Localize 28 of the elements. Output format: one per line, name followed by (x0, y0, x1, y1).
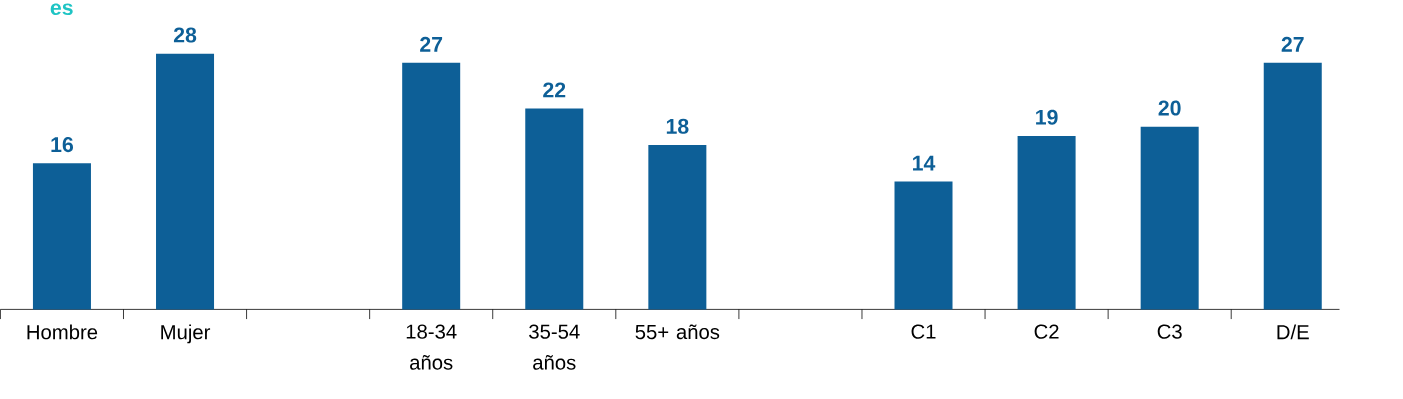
x-tick-label: C2 (1034, 324, 1059, 339)
data-label: 20 (1158, 100, 1181, 116)
data-label: 27 (420, 36, 443, 52)
bar (1263, 62, 1322, 310)
bar (648, 144, 707, 310)
bar (894, 181, 953, 310)
x-tick-label: 18-34 años (406, 324, 457, 370)
data-label: 19 (1036, 109, 1058, 125)
bar (1017, 135, 1076, 310)
chart-title: es (50, 3, 73, 15)
x-tick-label: C1 (911, 324, 936, 339)
bar (32, 163, 91, 310)
data-label: 18 (666, 118, 689, 134)
data-label: 22 (543, 82, 566, 98)
data-label: 28 (173, 27, 197, 43)
bar (156, 53, 215, 310)
x-tick-label: C3 (1157, 324, 1182, 339)
data-label: 27 (1281, 36, 1304, 52)
x-tick-label: D/E (1277, 324, 1309, 340)
data-label: 16 (51, 136, 74, 152)
x-tick-label: Mujer (161, 324, 211, 344)
x-tick-label: Hombre (27, 324, 98, 340)
bar (525, 108, 584, 310)
x-tick-label: 55+ años (635, 324, 720, 340)
x-tick-label: 35-54 años (529, 324, 580, 370)
data-label: 14 (913, 155, 936, 171)
bar (1140, 126, 1199, 310)
bar (402, 62, 461, 310)
